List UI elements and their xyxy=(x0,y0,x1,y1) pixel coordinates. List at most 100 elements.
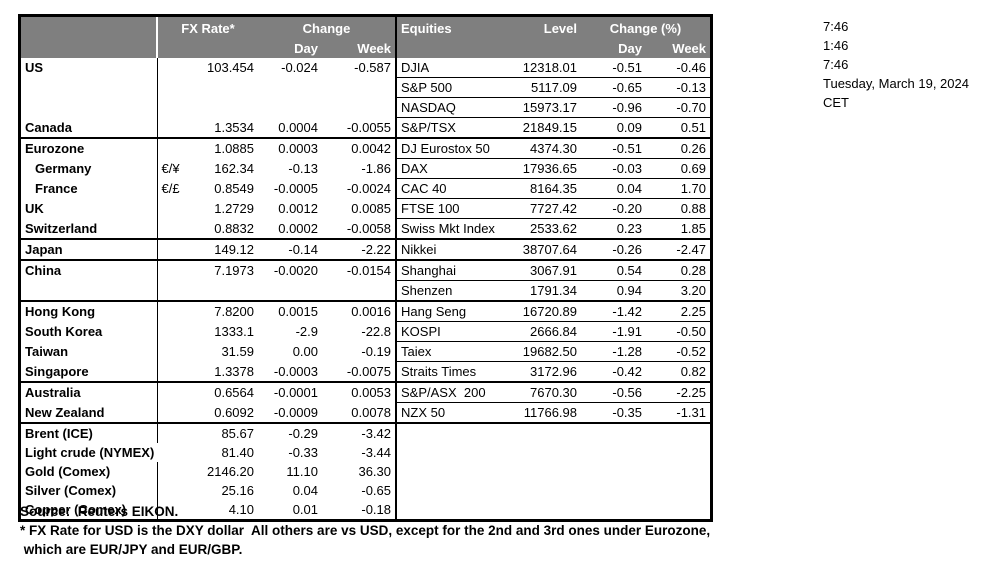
equity-week-change: 0.26 xyxy=(646,138,711,159)
fx-day-change: 0.0015 xyxy=(278,304,318,320)
fx-week-change: 0.0078 xyxy=(322,402,397,424)
equity-label: Shenzen xyxy=(395,280,506,302)
region-label: Japan xyxy=(21,239,157,261)
table-row: Germany €/¥ 162.34 -0.13 -1.86 DAX 17936.65 -0.… xyxy=(21,158,711,179)
timestamp-line: Tuesday, March 19, 2024 xyxy=(823,76,969,91)
fx-rate-value: 162.34 xyxy=(214,161,254,176)
header-empty-cell xyxy=(190,39,258,58)
table-row: Silver (Comex) 25.16 0.04 -0.65 xyxy=(21,481,710,500)
fx-week-change: -1.86 xyxy=(361,161,392,176)
currency-pair xyxy=(156,260,190,281)
fx-rate-value: 1.0885 xyxy=(214,141,254,157)
table-row: Light crude (NYMEX) 81.40 -0.33 -3.44 xyxy=(21,443,710,462)
table-row: Taiwan 31.59 0.00 -0.19 Taiex 19682.50 -1.28 -0… xyxy=(21,341,711,362)
equity-level xyxy=(505,423,581,443)
equity-label: DJ Eurostox 50 xyxy=(395,138,506,159)
fx-day-change: 0.00 xyxy=(292,344,318,359)
header-fx-day: Day xyxy=(258,39,322,58)
equity-day-change: -1.91 xyxy=(581,321,647,342)
equity-week-change: 0.82 xyxy=(646,361,711,383)
equity-day-change: 0.09 xyxy=(581,117,647,139)
equity-level xyxy=(505,443,581,462)
table-row: S&P 500 5117.09 -0.65 -0.13 xyxy=(21,77,711,98)
equity-week-change xyxy=(646,481,710,500)
fx-day-change: -0.14 xyxy=(258,239,322,261)
currency-pair xyxy=(156,280,190,302)
fx-day-change: -2.9 xyxy=(295,324,318,339)
fx-day-change: -0.024 xyxy=(281,60,318,76)
header-row-2: Day Week Day Week xyxy=(21,39,711,58)
fx-day-change: -0.0001 xyxy=(273,385,318,401)
fx-week-change: 36.30 xyxy=(358,464,392,479)
equity-day-change xyxy=(581,481,646,500)
currency-pair xyxy=(156,321,190,342)
fx-week-change: 0.0042 xyxy=(351,141,392,157)
fx-week-change xyxy=(322,78,396,98)
equity-day-change xyxy=(581,462,646,481)
equity-label: NZX 50 xyxy=(395,402,506,424)
equity-week-change: -0.13 xyxy=(646,77,711,98)
equity-day-change: -1.42 xyxy=(581,301,647,322)
equity-day-change: -1.28 xyxy=(581,341,647,362)
equity-level xyxy=(505,481,581,500)
fx-week-change: 0.0085 xyxy=(351,201,392,216)
fx-rate-value: 81.40 xyxy=(221,445,254,460)
equity-day-change: -0.96 xyxy=(581,97,647,118)
table-row: NASDAQ 15973.17 -0.96 -0.70 xyxy=(21,97,711,118)
equity-label: Shanghai xyxy=(395,260,506,281)
fx-week-change: -0.0024 xyxy=(346,181,392,196)
fx-rate-value: 7.8200 xyxy=(214,304,254,320)
fx-week-change: -0.0055 xyxy=(322,117,397,139)
equity-label: Taiex xyxy=(395,341,506,362)
fx-week-change: -0.18 xyxy=(361,502,392,517)
fx-equities-table: FX Rate* Change Equities Level Change (%… xyxy=(18,14,714,522)
equity-level: 16720.89 xyxy=(505,301,582,322)
table-row: France €/£ 0.8549 -0.0005 -0.0024 CAC 40 8164.… xyxy=(21,178,711,199)
fx-rate-value xyxy=(190,98,258,118)
currency-pair xyxy=(156,218,190,240)
equity-label xyxy=(395,500,506,519)
region-label: China xyxy=(25,263,62,279)
fx-rate-value xyxy=(190,78,258,98)
equity-week-change: 0.51 xyxy=(646,117,711,139)
currency-pair xyxy=(156,77,190,98)
region-label: Switzerland xyxy=(21,218,157,240)
fx-week-change: -22.8 xyxy=(361,324,392,339)
fx-rate-value: 2146.20 xyxy=(207,464,254,479)
fx-day-change xyxy=(258,78,322,98)
header-fx-rate: FX Rate* xyxy=(157,17,258,39)
equity-level: 2666.84 xyxy=(505,321,582,342)
fx-rate-value: 149.12 xyxy=(190,239,258,261)
equity-level: 11766.98 xyxy=(505,402,582,424)
equity-level: 7727.42 xyxy=(505,198,582,219)
fx-day-change: 11.10 xyxy=(286,464,318,479)
equity-day-change: -0.26 xyxy=(581,239,647,261)
equity-day-change: -0.56 xyxy=(581,382,647,403)
region-label: Australia xyxy=(25,385,81,401)
timestamp-line: 7:46 xyxy=(823,57,849,72)
fx-week-change: -3.44 xyxy=(361,445,392,460)
table-row: Australia 0.6564 -0.0001 0.0053 S&P/ASX 200 7… xyxy=(21,382,711,403)
table-row: Switzerland 0.8832 0.0002 -0.0058 Swiss Mkt … xyxy=(21,218,711,240)
table-row: Hong Kong 7.8200 0.0015 0.0016 Hang Seng 1672… xyxy=(21,301,711,322)
header-empty-cell xyxy=(505,39,582,58)
currency-pair xyxy=(156,239,190,261)
fx-rate-value: 1.2729 xyxy=(214,201,254,216)
equity-week-change xyxy=(646,462,710,481)
currency-pair xyxy=(156,138,190,159)
timestamp-line: CET xyxy=(823,95,849,110)
fx-day-change: -0.13 xyxy=(288,161,318,176)
equity-label: S&P 500 xyxy=(395,77,506,98)
table-row: South Korea 1333.1 -2.9 -22.8 KOSPI 2666.84 -1… xyxy=(21,321,711,342)
fx-rate-value: 4.10 xyxy=(228,502,254,517)
currency-pair: €/£ xyxy=(156,178,190,199)
footnotes-block: Source: Reuters EIKON. * FX Rate for USD … xyxy=(20,502,710,559)
header-equities: Equities xyxy=(395,17,506,39)
equity-day-change: -0.42 xyxy=(581,361,647,383)
equity-week-change: 2.25 xyxy=(646,301,711,322)
equity-day-change xyxy=(581,443,646,462)
equity-level: 38707.64 xyxy=(505,239,582,261)
equity-week-change: 3.20 xyxy=(646,280,711,302)
region-label: Singapore xyxy=(21,361,157,383)
table-row: Brent (ICE) 85.67 -0.29 -3.42 xyxy=(21,423,710,443)
